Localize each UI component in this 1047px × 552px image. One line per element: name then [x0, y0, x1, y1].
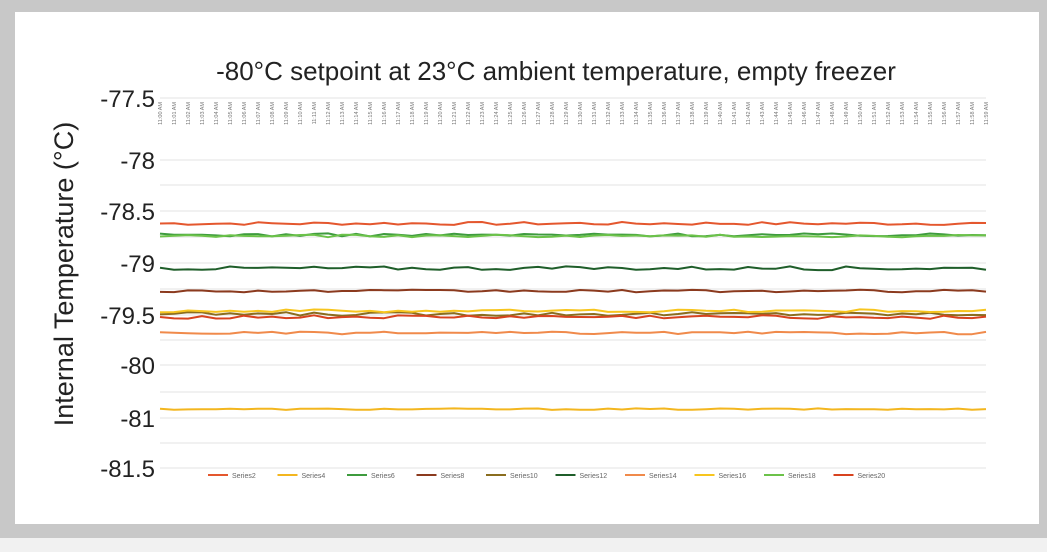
legend-label: Series8 — [441, 473, 465, 480]
x-tick-label: 11:28 AM — [550, 102, 556, 125]
x-tick-label: 11:41 AM — [732, 102, 738, 125]
legend-label: Series14 — [649, 473, 677, 480]
y-tick-label: -78 — [120, 148, 155, 175]
x-tick-label: 11:51 AM — [872, 102, 878, 125]
x-tick-label: 11:12 AM — [326, 102, 332, 125]
x-tick-label: 11:54 AM — [914, 102, 920, 125]
y-tick-label: -78.5 — [100, 199, 155, 226]
x-tick-labels: 11:00 AM 11:01 AM 11:02 AM 11:03 AM 11:04 AM… — [158, 102, 990, 125]
x-tick-label: 11:58 AM — [970, 102, 976, 125]
x-tick-label: 11:33 AM — [620, 102, 626, 125]
x-tick-label: 11:23 AM — [480, 102, 486, 125]
legend-label: Series12 — [580, 473, 608, 480]
series-line — [159, 288, 987, 294]
series-line — [159, 311, 987, 317]
x-tick-label: 11:52 AM — [886, 102, 892, 125]
x-tick-label: 11:57 AM — [956, 102, 962, 125]
x-tick-label: 11:02 AM — [186, 102, 192, 125]
x-tick-label: 11:13 AM — [340, 102, 346, 125]
x-tick-label: 11:10 AM — [298, 102, 304, 125]
y-tick-labels: -77.5 -78 -78.5 -79 -79.5 -80 -81 -81.5 — [100, 86, 155, 483]
x-tick-label: 11:34 AM — [634, 102, 640, 125]
x-tick-label: 11:05 AM — [228, 102, 234, 125]
x-tick-label: 11:25 AM — [508, 102, 514, 125]
x-tick-label: 11:07 AM — [256, 102, 262, 125]
y-tick-label: -77.5 — [100, 86, 155, 113]
x-tick-label: 11:03 AM — [200, 102, 206, 125]
x-tick-label: 11:30 AM — [578, 102, 584, 125]
y-tick-label: -81.5 — [100, 456, 155, 483]
y-axis-label: Internal Temperature (°C) — [49, 122, 79, 426]
y-tick-label: -81 — [120, 406, 155, 433]
chart-card: -80°C setpoint at 23°C ambient temperatu… — [15, 12, 1039, 524]
x-tick-label: 11:36 AM — [662, 102, 668, 125]
legend-label: Series6 — [371, 473, 395, 480]
series-line — [159, 314, 987, 320]
line-chart: -80°C setpoint at 23°C ambient temperatu… — [49, 56, 990, 483]
x-tick-label: 11:24 AM — [494, 102, 500, 125]
x-tick-label: 11:20 AM — [438, 102, 444, 125]
x-tick-label: 11:40 AM — [718, 102, 724, 125]
x-tick-label: 11:42 AM — [746, 102, 752, 125]
x-tick-label: 11:43 AM — [760, 102, 766, 125]
y-tick-label: -79 — [120, 251, 155, 278]
x-tick-label: 11:39 AM — [704, 102, 710, 125]
x-tick-label: 11:31 AM — [592, 102, 598, 125]
x-tick-label: 11:50 AM — [858, 102, 864, 125]
x-tick-label: 11:47 AM — [816, 102, 822, 125]
x-tick-label: 11:17 AM — [396, 102, 402, 125]
legend: Series2 Series4 Series6 Series8 Series10 Seri… — [208, 473, 885, 480]
series-line — [159, 407, 987, 411]
series-line — [159, 330, 987, 336]
y-tick-label: -79.5 — [100, 303, 155, 330]
legend-label: Series10 — [510, 473, 538, 480]
x-tick-label: 11:38 AM — [690, 102, 696, 125]
x-tick-label: 11:56 AM — [942, 102, 948, 125]
x-tick-label: 11:37 AM — [676, 102, 682, 125]
series-line — [159, 265, 987, 272]
legend-label: Series20 — [858, 473, 886, 480]
x-tick-label: 11:09 AM — [284, 102, 290, 125]
x-tick-label: 11:06 AM — [242, 102, 248, 125]
x-tick-label: 11:29 AM — [564, 102, 570, 125]
x-tick-label: 11:55 AM — [928, 102, 934, 125]
x-tick-label: 11:04 AM — [214, 102, 220, 125]
x-tick-label: 11:19 AM — [424, 102, 430, 125]
x-tick-label: 11:27 AM — [536, 102, 542, 125]
x-tick-label: 11:16 AM — [382, 102, 388, 125]
x-tick-label: 11:35 AM — [648, 102, 654, 125]
y-tick-label: -80 — [120, 353, 155, 380]
x-tick-label: 11:45 AM — [788, 102, 794, 125]
x-tick-label: 11:53 AM — [900, 102, 906, 125]
x-tick-label: 11:08 AM — [270, 102, 276, 125]
series-line — [159, 221, 987, 226]
chart-title: -80°C setpoint at 23°C ambient temperatu… — [216, 56, 896, 86]
legend-label: Series18 — [788, 473, 816, 480]
series-lines — [159, 221, 987, 411]
legend-label: Series16 — [719, 473, 747, 480]
x-tick-label: 11:21 AM — [452, 102, 458, 125]
x-tick-label: 11:00 AM — [158, 102, 164, 125]
x-tick-label: 11:26 AM — [522, 102, 528, 125]
x-tick-label: 11:18 AM — [410, 102, 416, 125]
x-tick-label: 11:01 AM — [172, 102, 178, 125]
legend-label: Series2 — [232, 473, 256, 480]
series-line — [159, 308, 987, 314]
bottom-band — [0, 538, 1047, 552]
legend-label: Series4 — [302, 473, 326, 480]
x-tick-label: 11:59 AM — [984, 102, 990, 125]
gridlines — [160, 97, 986, 469]
x-tick-label: 11:15 AM — [368, 102, 374, 125]
x-tick-label: 11:32 AM — [606, 102, 612, 125]
x-tick-label: 11:22 AM — [466, 102, 472, 125]
x-tick-label: 11:11 AM — [312, 102, 318, 125]
series-line — [159, 233, 987, 239]
x-tick-label: 11:14 AM — [354, 102, 360, 125]
x-tick-label: 11:48 AM — [830, 102, 836, 125]
x-tick-label: 11:49 AM — [844, 102, 850, 125]
x-tick-label: 11:46 AM — [802, 102, 808, 125]
x-tick-label: 11:44 AM — [774, 102, 780, 125]
